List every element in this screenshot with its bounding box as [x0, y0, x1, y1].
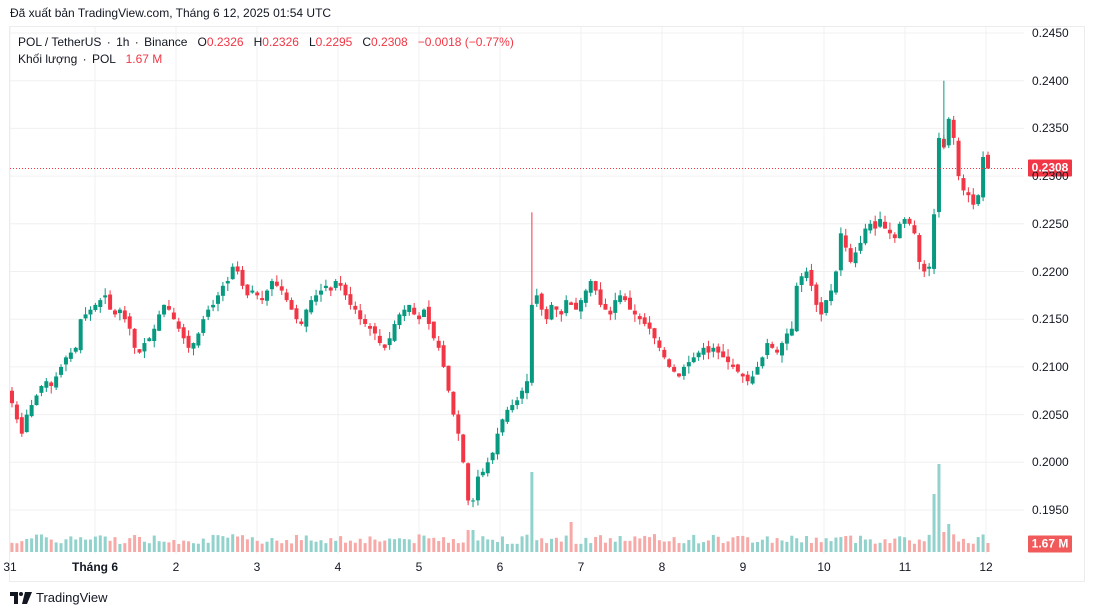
chart-legend: POL / TetherUS · 1h · Binance O0.2326 H0…	[18, 34, 514, 68]
price-tick: 0.2400	[1032, 73, 1069, 88]
time-tick: 9	[739, 560, 747, 574]
price-tick: 0.2050	[1032, 407, 1069, 422]
time-tick: Tháng 6	[71, 560, 119, 574]
price-tick: 0.2200	[1032, 264, 1069, 279]
published-timestamp: Đã xuất bản TradingView.com, Tháng 6 12,…	[10, 6, 332, 20]
time-tick: 5	[415, 560, 423, 574]
time-tick: 6	[496, 560, 504, 574]
price-tick: 0.2100	[1032, 359, 1069, 374]
time-tick: 12	[979, 560, 993, 574]
interval[interactable]: 1h	[116, 35, 130, 49]
time-tick: 8	[658, 560, 666, 574]
tradingview-logo-icon	[10, 591, 32, 604]
open-value: 0.2326	[206, 35, 244, 49]
tradingview-brand: TradingView	[36, 590, 108, 605]
low-value: 0.2295	[315, 35, 353, 49]
volume-value: 1.67 M	[125, 52, 163, 66]
time-tick: 31	[3, 560, 17, 574]
price-tick: 0.1950	[1032, 503, 1069, 517]
price-tick: 0.2250	[1032, 216, 1069, 231]
price-axis[interactable]: 0.2308 1.67 M 0.2450 0.2400 0.2350 0.2300 0.…	[1024, 26, 1084, 554]
last-price-badge: 0.2308	[1028, 159, 1072, 177]
tradingview-logo: TradingView	[10, 590, 108, 605]
time-tick: 2	[172, 560, 180, 574]
last-volume-badge: 1.67 M	[1028, 535, 1072, 553]
time-tick: 4	[334, 560, 342, 574]
time-axis[interactable]: 31 Tháng 6 2 3 4 5 6 7 8 9 10 11 12	[3, 554, 1024, 580]
change-value: −0.0018 (−0.77%)	[417, 35, 514, 49]
high-label: H	[253, 35, 263, 49]
time-tick: 11	[898, 560, 912, 574]
open-label: O	[197, 35, 207, 49]
volume-unit: POL	[91, 52, 116, 66]
chart-plot-area[interactable]	[10, 27, 1024, 554]
price-legend-row: POL / TetherUS · 1h · Binance O0.2326 H0…	[18, 35, 514, 49]
candlestick-chart[interactable]	[10, 27, 1024, 554]
price-tick: 0.2450	[1032, 26, 1069, 40]
exchange: Binance	[144, 35, 188, 49]
close-value: 0.2308	[371, 35, 408, 49]
high-value: 0.2326	[262, 35, 299, 49]
symbol-name[interactable]: POL / TetherUS	[18, 35, 102, 49]
price-tick: 0.2150	[1032, 312, 1069, 327]
time-tick: 3	[253, 560, 261, 574]
price-tick: 0.2300	[1032, 169, 1069, 184]
volume-legend-row: Khối lượng · POL 1.67 M	[18, 52, 163, 66]
close-label: C	[362, 35, 372, 49]
price-tick: 0.2000	[1032, 455, 1069, 470]
low-label: L	[308, 35, 316, 49]
price-tick: 0.2350	[1032, 121, 1069, 136]
time-tick: 10	[817, 560, 831, 574]
volume-label[interactable]: Khối lượng	[18, 52, 78, 66]
time-tick: 7	[577, 560, 585, 574]
